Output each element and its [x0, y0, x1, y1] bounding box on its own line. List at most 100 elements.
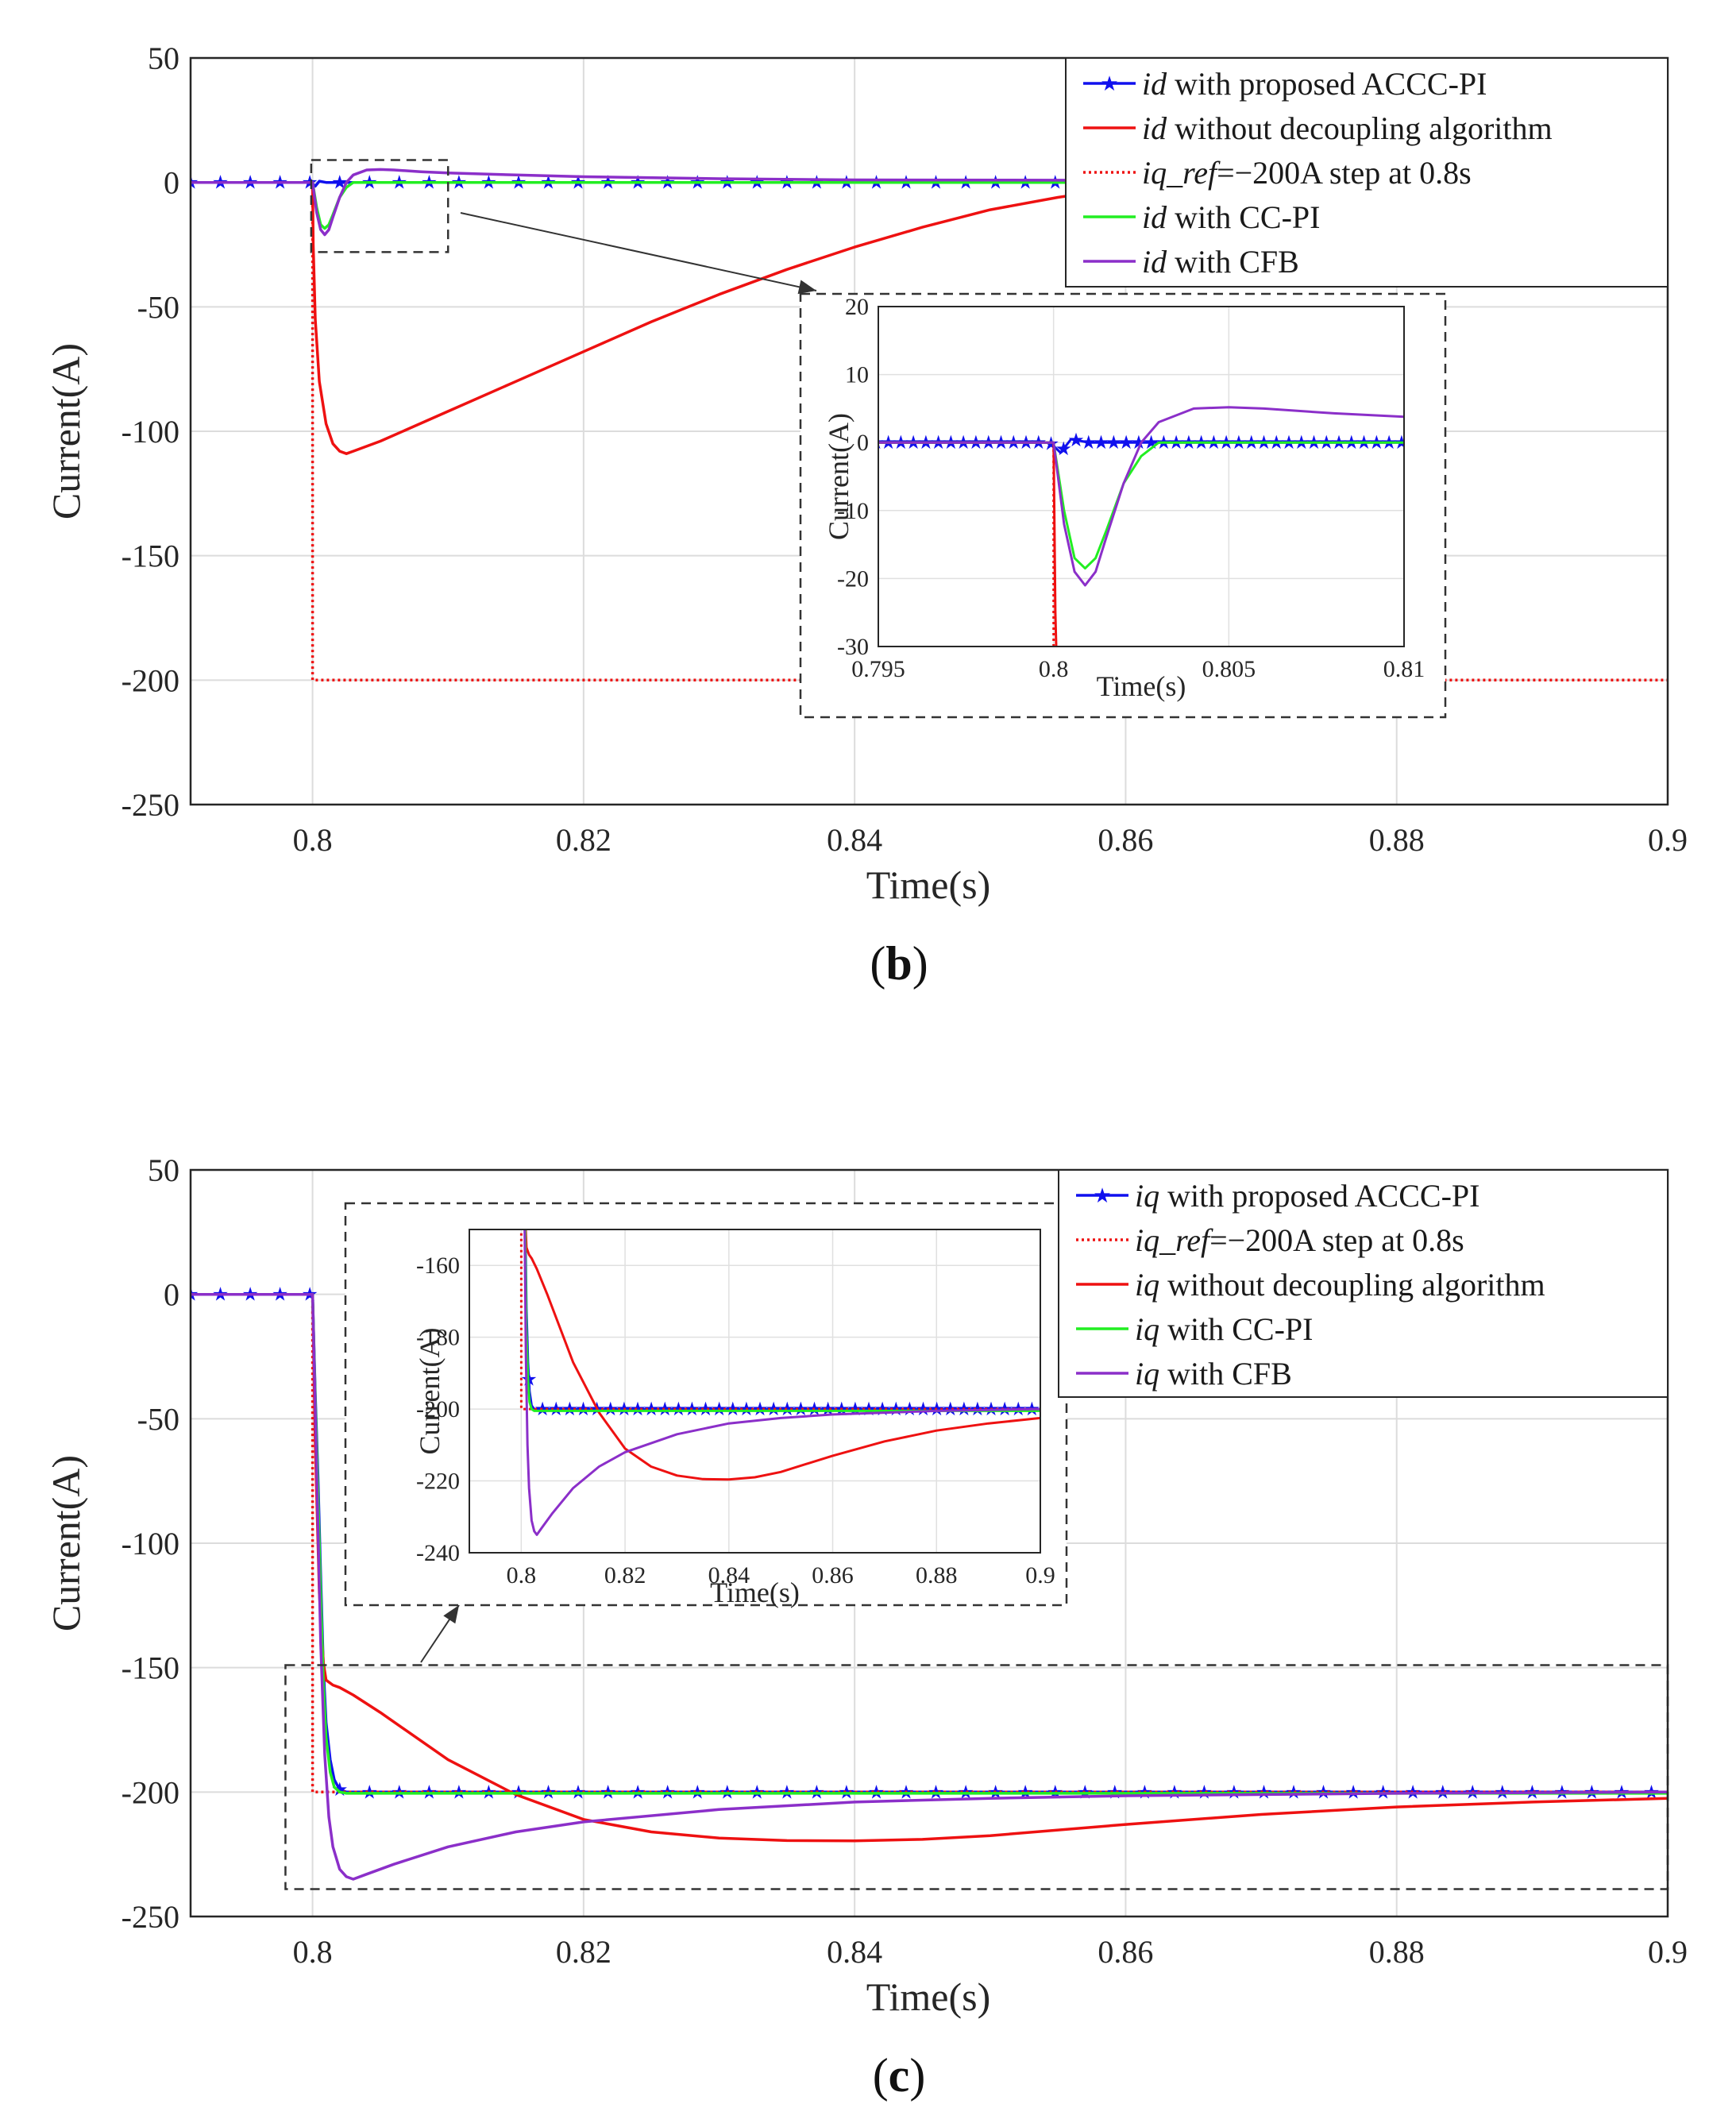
legend-star-marker: ★	[1100, 72, 1118, 95]
legend: ★ iq with proposed ACCC-PI iq_ref=−200A st…	[1058, 1169, 1668, 1398]
inset-axes-frame	[469, 1229, 1041, 1554]
legend-entry: iq with CFB	[1076, 1356, 1292, 1392]
y-tick-label: -200	[122, 1774, 179, 1810]
inset-y-tick-label: -20	[837, 565, 869, 592]
legend-text: with proposed ACCC-PI	[1159, 1178, 1479, 1214]
y-tick-label: -150	[122, 538, 179, 574]
inset-star-marker: ★	[1080, 433, 1098, 454]
x-axis-label: Time(s)	[866, 1974, 991, 2019]
legend-text: without decoupling algorithm	[1159, 1267, 1545, 1303]
legend-entry: id with CFB	[1083, 244, 1299, 280]
x-tick-label: 0.86	[1098, 822, 1153, 858]
caption-open: (	[873, 2049, 889, 2102]
legend-text: =−200A step at 0.8s	[1217, 155, 1472, 191]
inset-plot-area	[878, 307, 1404, 647]
inset-x-tick-label: 0.805	[1202, 656, 1256, 682]
x-tick-label: 0.88	[1369, 1934, 1425, 1970]
axes-frame	[189, 56, 1669, 806]
y-tick-label: -250	[122, 1899, 179, 1935]
legend-entry: ★ iq with proposed ACCC-PI	[1076, 1178, 1479, 1214]
arrow-line	[460, 212, 817, 291]
inset-x-tick-label: 0.8	[1039, 656, 1069, 682]
zoom-region-box	[310, 159, 449, 253]
inset-star-marker: ★	[1117, 433, 1135, 454]
legend-text: with CFB	[1167, 244, 1299, 280]
inset-x-tick-label: 0.86	[812, 1562, 854, 1588]
inset-x-tick-label: 0.84	[708, 1562, 750, 1588]
y-tick-label: -200	[122, 662, 179, 698]
inset-y-tick-label: -30	[837, 634, 869, 660]
inset-series-iq-without-decoupling-algorithm	[524, 1229, 1040, 1481]
legend-var: id	[1142, 66, 1167, 102]
y-tick-label: -50	[137, 289, 179, 325]
inset-y-tick-label: -220	[416, 1469, 460, 1495]
x-tick-label: 0.84	[827, 1934, 882, 1970]
legend-entry: iq with CC-PI	[1076, 1311, 1313, 1347]
inset-star-marker: ★	[1105, 433, 1123, 454]
inset-y-tick-label: 20	[845, 294, 869, 320]
inset-x-axis-label: Time(s)	[710, 1577, 800, 1608]
legend-text: with CC-PI	[1167, 199, 1320, 235]
inset-star-marker: ★	[1731, 433, 1736, 454]
inset-y-tick-label: -10	[837, 498, 869, 524]
inset-y-tick-label: -200	[416, 1396, 460, 1422]
legend-var: iq_ref	[1135, 1222, 1213, 1258]
legend-label: iq with CC-PI	[1135, 1311, 1313, 1347]
series-group: ★★★★★★★★★★★★★★★★★★★★★★★★★★★★★★★★★★★★★★★★…	[191, 1285, 1668, 1881]
inset-x-axis-label: Time(s)	[1097, 670, 1186, 702]
legend-var: id	[1142, 199, 1167, 235]
inset-x-tick-label: 0.9	[1025, 1562, 1055, 1588]
legend-var: id	[1142, 110, 1167, 146]
x-tick-label: 0.88	[1369, 822, 1425, 858]
inset: 0.795 0.8 0.805 0.8120100-10-20-30★★★★★★★★★…	[799, 292, 1736, 719]
inset-x-tick-label: 0.8	[507, 1562, 537, 1588]
inset-x-tick-label: 0.81	[1383, 656, 1425, 682]
y-tick-label: -50	[137, 1401, 179, 1437]
legend-entry: id without decoupling algorithm	[1083, 110, 1553, 146]
legend-box	[1058, 1169, 1668, 1398]
legend-label: id without decoupling algorithm	[1142, 110, 1553, 146]
inset-star-marker: ★	[1681, 433, 1699, 454]
caption-close: )	[912, 937, 928, 990]
legend-label: iq_ref=−200A step at 0.8s	[1135, 1222, 1464, 1258]
inset-star-marker: ★	[1093, 433, 1110, 454]
x-tick-label: 0.8	[293, 1934, 333, 1970]
y-tick-label: -150	[122, 1650, 179, 1686]
inset-x-tick-label: 0.795	[851, 656, 905, 682]
caption-close: )	[909, 2049, 925, 2102]
series-iq-with-cfb	[191, 1292, 1668, 1881]
y-axis-label: Current(A)	[44, 343, 88, 519]
legend-entry: ★ id with proposed ACCC-PI	[1083, 66, 1487, 102]
y-tick-label: 0	[164, 165, 179, 201]
x-tick-label: 0.86	[1098, 1934, 1153, 1970]
inset-x-tick-label: 0.88	[916, 1562, 958, 1588]
inset-star-marker: ★	[1143, 433, 1160, 454]
y-tick-label: -100	[122, 1526, 179, 1561]
arrow-head	[443, 1605, 459, 1624]
inset-series-id-with-cfb	[878, 406, 1404, 587]
inset-y-axis-label: Current(A)	[414, 1328, 446, 1455]
inset-y-tick-label: -160	[416, 1253, 460, 1279]
legend-label: id with CC-PI	[1142, 199, 1320, 235]
legend-label: id with CFB	[1142, 244, 1299, 280]
panel-c: 0.8 0.82 0.84 0.86 0.88 0.9 50 0 -50 -100 -150 -200…	[44, 1152, 1688, 2102]
inset-y-axis-label: Current(A)	[823, 413, 854, 540]
legend-var: iq	[1135, 1178, 1159, 1214]
inset-star-marker: ★	[1055, 439, 1073, 460]
x-tick-label: 0.82	[556, 1934, 611, 1970]
legend-var: iq_ref	[1142, 155, 1221, 191]
inset-axes-frame	[878, 306, 1405, 647]
inset: 0.8 0.82 0.84 0.86 0.88 0.9 -160 -180 -200 -220 -2…	[344, 1202, 1068, 1608]
inset-series-iq-ref-200a-step-at-0-8s	[519, 1229, 1040, 1411]
inset-y-tick-label: -180	[416, 1325, 460, 1351]
figure-caption: (b)	[870, 937, 928, 990]
legend-box	[1065, 57, 1668, 288]
inset-star-marker: ★	[1668, 433, 1686, 454]
panel-b: 0.8 0.82 0.84 0.86 0.88 0.9500-50-100-150-200…	[44, 41, 1736, 990]
arrow-head	[797, 280, 816, 295]
legend-var: id	[1142, 244, 1167, 280]
legend-var: iq	[1135, 1356, 1159, 1392]
legend-entry: id with CC-PI	[1083, 199, 1320, 235]
caption-letter: c	[889, 2049, 910, 2102]
